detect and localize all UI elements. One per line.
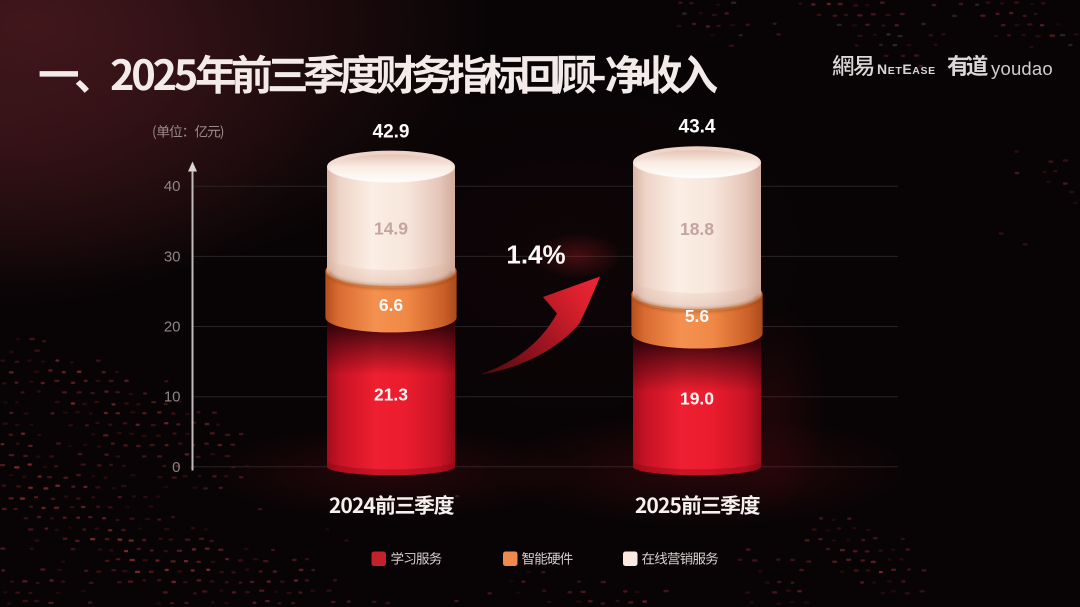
legend-swatch-marketing bbox=[623, 551, 638, 566]
legend-label-2 bbox=[642, 552, 719, 565]
cylinder-0-contact-shadow bbox=[327, 271, 455, 289]
cylinder-1-contact-shadow bbox=[633, 294, 761, 312]
total-label-0: 42.9 bbox=[373, 122, 410, 143]
cylinder-0-cream-lower-shade bbox=[327, 255, 455, 287]
total-label-1: 43.4 bbox=[679, 117, 716, 138]
cylinder-0-cup-interior bbox=[330, 154, 452, 182]
y-tick-0: 0 bbox=[172, 459, 180, 476]
legend-label-1 bbox=[522, 552, 573, 565]
arrow-tip-glow bbox=[534, 233, 622, 279]
slide-header bbox=[39, 54, 988, 140]
cylinder-1-cup-interior bbox=[636, 150, 758, 178]
cylinder-0-red-top-shadow bbox=[327, 317, 455, 378]
value-hardware-1: 5.6 bbox=[685, 306, 710, 326]
y-tick-10: 10 bbox=[164, 389, 181, 406]
logo-netease-en: NETEASE bbox=[877, 61, 936, 77]
cylinder-0-segment-marketing bbox=[327, 166, 455, 287]
y-axis-arrowhead bbox=[188, 161, 197, 172]
logo-netease-en-text: NETEASE bbox=[877, 61, 936, 77]
value-marketing-1: 18.8 bbox=[680, 219, 714, 239]
cylinder-0 bbox=[325, 150, 457, 476]
y-tick-30: 30 bbox=[164, 248, 181, 265]
logo-netease-cn bbox=[832, 55, 874, 76]
cylinder-1-cream-lower-shade bbox=[633, 278, 761, 310]
cylinder-1-segment-marketing bbox=[633, 162, 761, 310]
logo-youdao-en: youdao bbox=[991, 58, 1053, 79]
value-hardware-0: 6.6 bbox=[379, 295, 404, 315]
y-axis: 40 30 20 10 0 bbox=[164, 161, 197, 476]
unit-label bbox=[153, 124, 224, 140]
value-marketing-0: 14.9 bbox=[374, 219, 408, 239]
cylinder-1-red-top-shadow bbox=[633, 333, 761, 394]
change-pct-label: 1.4% bbox=[506, 240, 565, 270]
y-tick-20: 20 bbox=[164, 319, 181, 336]
legend-label-0 bbox=[391, 552, 442, 565]
cylinder-1-bottom-rim-shade bbox=[633, 460, 761, 476]
y-tick-40: 40 bbox=[164, 178, 181, 195]
legend-row bbox=[371, 551, 719, 566]
slide-title bbox=[39, 54, 718, 95]
value-learning-0: 21.3 bbox=[374, 385, 408, 405]
cylinder-0-bottom-rim-shade bbox=[327, 460, 455, 476]
growth-arrow bbox=[480, 233, 622, 375]
value-learning-1: 19.0 bbox=[680, 389, 714, 409]
cylinder-1 bbox=[631, 146, 763, 476]
legend-swatch-learning bbox=[371, 551, 386, 566]
category-label-1 bbox=[635, 495, 760, 515]
legend-swatch-hardware bbox=[503, 551, 518, 566]
logo-youdao-cn bbox=[947, 54, 988, 77]
category-label-0 bbox=[329, 495, 454, 515]
growth-arrow-swoosh bbox=[480, 276, 600, 375]
